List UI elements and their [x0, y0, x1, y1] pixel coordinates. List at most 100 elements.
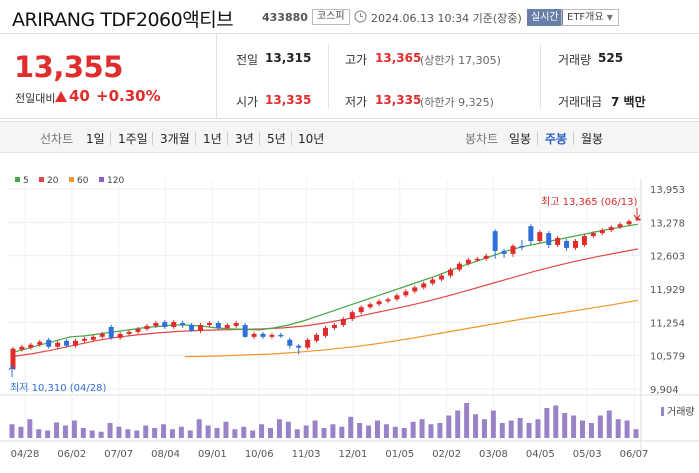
volume-bar	[383, 424, 389, 438]
candle-up	[385, 299, 391, 302]
candle-chart-label: 봉차트	[465, 132, 499, 146]
candle-up	[474, 258, 480, 261]
monthly-candle-button[interactable]: 월봉	[581, 132, 604, 146]
x-tick-label: 08/04	[151, 449, 180, 460]
ma20-line	[11, 248, 639, 358]
etf-overview-label: ETF개요	[567, 12, 604, 23]
volume-bar	[562, 413, 568, 438]
candle-up	[331, 324, 337, 328]
volume-bar	[615, 419, 621, 438]
low-value: 13,335	[375, 93, 422, 107]
weekly-candle-button[interactable]: 주봉	[545, 132, 568, 146]
volume-bar	[544, 408, 550, 438]
volume-bar	[437, 423, 443, 438]
price-chart[interactable]: 5 20 60 120 13,95313,27812,60311,92911,2541…	[0, 153, 699, 473]
legend-swatch	[39, 177, 44, 182]
x-tick-label: 04/05	[526, 449, 555, 460]
volume-bar	[54, 422, 60, 438]
volume-bar	[276, 419, 282, 438]
high-label: 고가	[345, 53, 368, 67]
candle-down	[519, 245, 525, 248]
volume-bar	[169, 429, 175, 438]
current-price: 13,355	[14, 50, 123, 84]
volume-bar	[330, 424, 336, 438]
low-annotation: 최저 10,310 (04/28)	[10, 382, 106, 394]
candle-up	[581, 236, 587, 245]
candle-up	[269, 334, 275, 337]
volume-bar	[392, 426, 398, 438]
volume-bar	[428, 424, 434, 438]
candle-down	[564, 241, 570, 248]
volume-bar	[62, 425, 68, 438]
period-10y-button[interactable]: 10년	[298, 132, 325, 146]
daily-candle-button[interactable]: 일봉	[509, 132, 532, 146]
volume-bar	[455, 410, 461, 438]
volume-label: 거래량	[558, 53, 592, 67]
volume-bar	[187, 430, 193, 438]
stock-code: 433880	[262, 11, 308, 24]
candle-up	[439, 275, 445, 280]
market-badge: 코스피	[312, 9, 350, 25]
candle-up	[305, 339, 311, 348]
volume-bar	[597, 415, 603, 438]
y-tick-label: 13,953	[650, 185, 685, 196]
separator	[152, 132, 153, 145]
separator	[537, 132, 538, 145]
candle-up	[28, 344, 34, 348]
candle-up	[483, 255, 489, 259]
volume-bar	[446, 415, 452, 438]
legend-label: 20	[47, 176, 59, 186]
volume-bar	[490, 410, 496, 438]
open-value: 13,335	[265, 93, 312, 107]
x-axis: 04/28 06/02 07/07 08/04 09/01 10/06 11/03 12/01…	[11, 449, 649, 460]
legend-swatch	[99, 177, 104, 182]
volume-bar	[357, 423, 363, 438]
price-box: 13,355 전일대비 40 +0.30%	[0, 34, 217, 119]
volume-bar	[588, 423, 594, 438]
volume-bar	[481, 419, 487, 438]
candle-up	[19, 346, 25, 350]
volume-value: 525	[598, 51, 624, 65]
period-3m-button[interactable]: 3개월	[160, 132, 190, 146]
candle-up	[617, 224, 623, 228]
y-tick-label: 12,603	[650, 252, 685, 263]
separator	[195, 132, 196, 145]
y-tick-label: 13,278	[650, 218, 685, 229]
candle-down	[64, 340, 70, 346]
period-1y-button[interactable]: 1년	[203, 132, 222, 146]
volume-bar	[339, 426, 345, 438]
candle-down	[162, 322, 168, 327]
volume-bar	[152, 428, 158, 438]
x-tick-label: 01/05	[385, 449, 414, 460]
volume-label: 거래량	[667, 406, 695, 418]
x-tick-label: 11/03	[292, 449, 321, 460]
candle-up	[90, 336, 96, 340]
period-1w-button[interactable]: 1주일	[118, 132, 148, 146]
chart-period-bar: 선차트 1일 1주일 3개월 1년 3년 5년 10년 봉차트 일봉 주봉 월봉	[0, 121, 699, 153]
low-label: 저가	[345, 95, 368, 109]
volume-bar	[526, 423, 532, 438]
candle-down	[492, 231, 498, 251]
volume-bar	[499, 423, 505, 438]
candle-up	[135, 328, 141, 332]
candle-up	[590, 233, 596, 237]
y-tick-label: 11,929	[650, 285, 685, 296]
volume-bar	[473, 414, 479, 438]
volume-bar	[71, 420, 77, 438]
volume-bar	[606, 410, 612, 438]
candle-up	[599, 230, 605, 234]
divider	[328, 44, 329, 109]
chart-legend: 5 20 60 120	[15, 176, 124, 186]
candle-down	[546, 233, 552, 245]
volume-bar	[303, 425, 309, 438]
volume-bar	[580, 420, 586, 438]
period-3y-button[interactable]: 3년	[235, 132, 254, 146]
volume-bar	[45, 430, 51, 438]
period-5y-button[interactable]: 5년	[267, 132, 286, 146]
period-1d-button[interactable]: 1일	[86, 132, 105, 146]
chevron-down-icon: ▼	[606, 13, 613, 22]
etf-overview-button[interactable]: ETF개요 ▼	[561, 9, 619, 26]
amount-value: 7 백만	[611, 95, 646, 109]
quote-panel: 13,355 전일대비 40 +0.30% 전일 13,315 시가 13,33…	[0, 34, 699, 119]
candle-up	[358, 307, 364, 313]
